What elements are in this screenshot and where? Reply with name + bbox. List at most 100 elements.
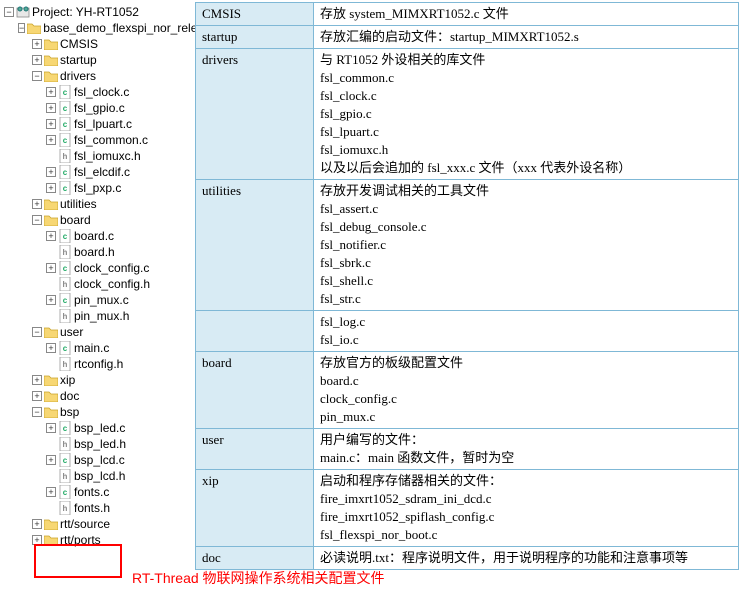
tree-item[interactable]: −user <box>4 324 195 340</box>
tree-item-label: drivers <box>60 68 96 84</box>
tree-item[interactable]: − drivers <box>4 68 195 84</box>
tree-item-label: fonts.c <box>74 484 109 500</box>
expand-icon[interactable]: + <box>46 103 56 113</box>
folder-icon <box>44 373 58 387</box>
tree-item-label: rtconfig.h <box>74 356 123 372</box>
collapse-icon[interactable]: − <box>32 407 42 417</box>
expand-icon[interactable]: + <box>46 183 56 193</box>
tree-item[interactable]: +startup <box>4 52 195 68</box>
tree-item[interactable]: +doc <box>4 388 195 404</box>
file-c-icon <box>58 181 72 195</box>
tree-item[interactable]: + utilities <box>4 196 195 212</box>
tree-item[interactable]: fonts.h <box>4 500 195 516</box>
table-row: board存放官方的板级配置文件board.cclock_config.cpin… <box>196 352 739 429</box>
expand-icon[interactable]: + <box>32 535 42 545</box>
expand-icon[interactable]: + <box>32 199 42 209</box>
tree-item[interactable]: +rtt/source <box>4 516 195 532</box>
tree-item[interactable]: bsp_lcd.h <box>4 468 195 484</box>
expand-icon[interactable]: + <box>46 119 56 129</box>
tree-item[interactable]: −board <box>4 212 195 228</box>
tree-item[interactable]: rtconfig.h <box>4 356 195 372</box>
table-value: 存放开发调试相关的工具文件fsl_assert.cfsl_debug_conso… <box>314 180 739 311</box>
expand-icon[interactable]: + <box>32 519 42 529</box>
table-row: utilities存放开发调试相关的工具文件fsl_assert.cfsl_de… <box>196 180 739 311</box>
tree-item-label: board.c <box>74 228 114 244</box>
expand-icon[interactable]: + <box>46 423 56 433</box>
tree-item[interactable]: + fsl_pxp.c <box>4 180 195 196</box>
tree-item-label: fsl_clock.c <box>74 84 129 100</box>
tree-item-label: fsl_lpuart.c <box>74 116 132 132</box>
tree-item-label: fsl_pxp.c <box>74 180 121 196</box>
tree-item-label: fsl_common.c <box>74 132 148 148</box>
expand-icon[interactable]: + <box>46 455 56 465</box>
folder-icon <box>44 405 58 419</box>
expand-icon[interactable]: + <box>46 231 56 241</box>
table-value: 与 RT1052 外设相关的库文件fsl_common.cfsl_clock.c… <box>314 49 739 180</box>
tree-item-label: pin_mux.h <box>74 308 129 324</box>
tree-item-label: pin_mux.c <box>74 292 129 308</box>
tree-item[interactable]: +fsl_elcdif.c <box>4 164 195 180</box>
collapse-icon[interactable]: − <box>32 327 42 337</box>
tree-item[interactable]: bsp_led.h <box>4 436 195 452</box>
tree-item[interactable]: −Project: YH-RT1052 <box>4 4 195 20</box>
expand-icon[interactable]: + <box>32 375 42 385</box>
expand-icon[interactable]: + <box>32 391 42 401</box>
tree-item[interactable]: +bsp_led.c <box>4 420 195 436</box>
tree-item[interactable]: + fsl_lpuart.c <box>4 116 195 132</box>
file-h-icon <box>58 469 72 483</box>
info-table-panel: CMSIS存放 system_MIMXRT1052.c 文件startup存放汇… <box>195 0 745 594</box>
table-row: user用户编写的文件：main.c：main 函数文件，暂时为空 <box>196 429 739 470</box>
folder-icon <box>44 213 58 227</box>
folder-icon <box>44 53 58 67</box>
tree-item[interactable]: +bsp_lcd.c <box>4 452 195 468</box>
expand-icon[interactable]: + <box>46 167 56 177</box>
file-c-icon <box>58 261 72 275</box>
expand-icon[interactable]: + <box>46 487 56 497</box>
tree-item[interactable]: +rtt/ports <box>4 532 195 548</box>
tree-item-label: bsp_lcd.h <box>74 468 125 484</box>
tree-item[interactable]: clock_config.h <box>4 276 195 292</box>
tree-item[interactable]: board.h <box>4 244 195 260</box>
expand-icon[interactable]: + <box>46 343 56 353</box>
file-c-icon <box>58 117 72 131</box>
tree-item[interactable]: +xip <box>4 372 195 388</box>
tree-item-label: utilities <box>60 196 97 212</box>
table-row: CMSIS存放 system_MIMXRT1052.c 文件 <box>196 3 739 26</box>
tree-item-label: fsl_gpio.c <box>74 100 125 116</box>
collapse-icon[interactable]: − <box>32 71 42 81</box>
tree-item[interactable]: + fonts.c <box>4 484 195 500</box>
tree-item[interactable]: + fsl_common.c <box>4 132 195 148</box>
file-c-icon <box>58 453 72 467</box>
table-key: xip <box>196 470 314 547</box>
folder-icon <box>44 389 58 403</box>
expand-icon[interactable]: + <box>46 295 56 305</box>
expand-icon[interactable]: + <box>32 39 42 49</box>
tree-item-label: base_demo_flexspi_nor_release <box>43 20 195 36</box>
table-row: fsl_log.cfsl_io.c <box>196 311 739 352</box>
tree-item[interactable]: − base_demo_flexspi_nor_release <box>4 20 195 36</box>
expand-icon[interactable]: + <box>46 263 56 273</box>
tree-item[interactable]: pin_mux.h <box>4 308 195 324</box>
tree-item[interactable]: +main.c <box>4 340 195 356</box>
file-c-icon <box>58 293 72 307</box>
tree-item[interactable]: − bsp <box>4 404 195 420</box>
tree-item[interactable]: + fsl_gpio.c <box>4 100 195 116</box>
tree-item-label: CMSIS <box>60 36 98 52</box>
expand-icon[interactable]: + <box>46 87 56 97</box>
collapse-icon[interactable]: − <box>18 23 25 33</box>
collapse-icon[interactable]: − <box>4 7 14 17</box>
tree-item[interactable]: + CMSIS <box>4 36 195 52</box>
tree-item[interactable]: + fsl_clock.c <box>4 84 195 100</box>
table-key <box>196 311 314 352</box>
file-h-icon <box>58 277 72 291</box>
tree-item-label: bsp <box>60 404 79 420</box>
expand-icon[interactable]: + <box>32 55 42 65</box>
expand-icon[interactable]: + <box>46 135 56 145</box>
tree-item[interactable]: + clock_config.c <box>4 260 195 276</box>
file-h-icon <box>58 357 72 371</box>
tree-item[interactable]: + pin_mux.c <box>4 292 195 308</box>
tree-item-label: clock_config.c <box>74 260 149 276</box>
tree-item[interactable]: + board.c <box>4 228 195 244</box>
tree-item[interactable]: fsl_iomuxc.h <box>4 148 195 164</box>
collapse-icon[interactable]: − <box>32 215 42 225</box>
